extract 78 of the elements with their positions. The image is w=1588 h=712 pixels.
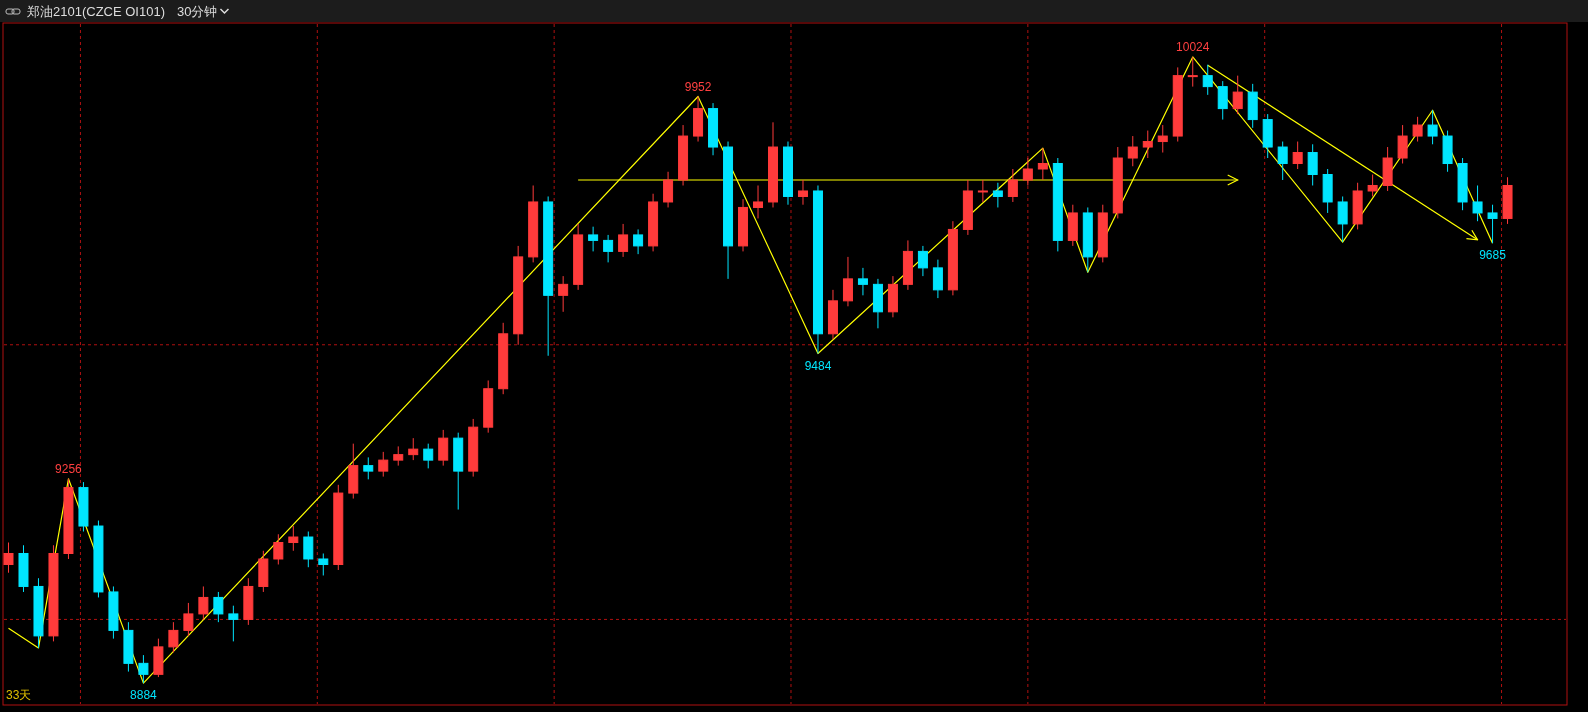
candlestick [318,553,329,576]
candlestick [872,278,883,329]
candlestick [1307,143,1318,186]
candlestick [1337,195,1348,243]
candlestick [842,256,853,307]
candlestick [678,124,689,186]
candlestick [1172,66,1183,143]
candlestick [618,223,629,258]
candlestick [438,429,449,467]
candlestick [648,193,659,252]
candlestick [393,445,404,467]
annotation: 10024 [1176,39,1210,54]
annotation: 33天 [6,688,32,702]
candlestick [753,184,764,219]
candlestick [1322,168,1333,214]
candlestick [917,245,928,277]
annotation: 9484 [804,358,832,373]
candlestick [663,171,674,208]
candlestick [962,179,973,236]
annotation: 8884 [130,688,158,703]
candlestick [992,182,1003,208]
candlestick [902,239,913,291]
candlestick [1142,130,1153,159]
candlestick [1382,146,1393,192]
candlestick [183,602,194,637]
candlestick [932,259,943,299]
candlestick [827,289,838,340]
candlestick [947,220,958,296]
candlestick [812,184,823,355]
candlestick [693,96,704,143]
annotation: 9256 [55,461,83,476]
candlestick [1202,64,1213,96]
candlestick [887,275,898,318]
candlestick [797,179,808,206]
candlestick [1397,124,1408,165]
candlestick [1007,168,1018,203]
annotation: 9685 [1479,248,1507,263]
candlestick [1232,75,1243,115]
candlestick [588,226,599,252]
candlestick [543,195,554,357]
candlestick [1187,56,1198,88]
candlestick [1262,113,1273,159]
candlestick [558,275,569,313]
candlestick [108,585,119,640]
candlestick [1037,147,1048,181]
candlestick [33,577,44,649]
candlestick [573,223,584,291]
candlestick [603,234,614,263]
candlestick [498,322,509,395]
candlestick [1502,176,1513,225]
candlestick [1292,141,1303,170]
candlestick [123,621,134,673]
candlestick [243,577,254,626]
candlestick [1217,80,1228,121]
candlestick [453,432,464,511]
candlestick [3,542,14,574]
chart-title: 郑油2101(CZCE OI101) [27,4,165,19]
candlestick [768,121,779,208]
candlestick [708,102,719,156]
candlestick [738,198,749,252]
candlestick [857,267,868,296]
candlestick [633,228,644,255]
candlestick [1052,157,1063,252]
candlestick [977,179,988,203]
candlestick [408,437,419,461]
candlestick [348,443,359,500]
candlestick [288,525,299,552]
candlestick [513,245,524,346]
candlestick [723,141,734,280]
annotation: 9952 [684,79,712,94]
candlestick [78,481,89,533]
candlestick [18,544,29,593]
candlestick [783,141,793,206]
candlestick [1082,206,1093,273]
candlestick [1157,124,1168,154]
candlestick [468,418,479,478]
candlestick [483,379,494,434]
chart-subtitle: 30分钟 [177,4,218,19]
